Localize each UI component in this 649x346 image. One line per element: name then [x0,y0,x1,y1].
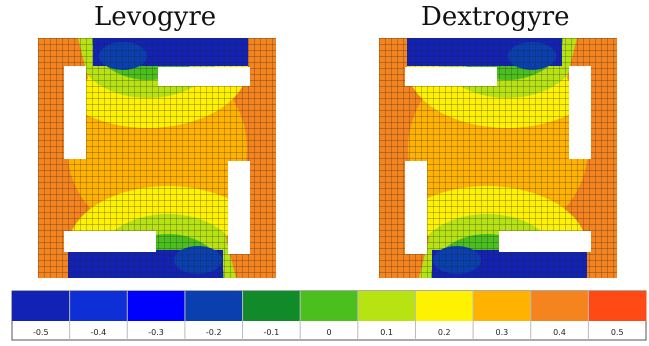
colorbar-tick-label: -0.1 [264,328,280,337]
colorbar-tick-label: 0.2 [438,328,451,337]
colorbar-tick-label: -0.3 [148,328,164,337]
dextrogyre-field-panel [379,38,617,278]
colorbar-tick-label: -0.4 [91,328,107,337]
colorbar-tick-label: 0 [326,328,331,337]
colorbar-swatch [12,291,71,321]
title-levogyre: Levogyre [94,2,217,32]
colorbar-swatch [184,291,244,321]
colorbar-tick-label: 0.4 [553,328,566,337]
colorbar-tick-label: 0.1 [380,328,393,337]
colorbar-swatch [69,291,128,321]
colorbar-tick-label: 0.5 [611,328,624,337]
colorbar-tick-label: 0.3 [496,328,509,337]
title-dextrogyre: Dextrogyre [421,2,570,32]
colorbar-swatch [357,291,416,321]
colorbar-swatch [588,291,647,321]
colorbar-swatch [473,291,532,321]
colorbar-tick-label: -0.2 [206,328,222,337]
colorbar-swatch [127,291,186,321]
levogyre-field-panel [38,38,276,278]
colorbar-swatch [530,291,589,321]
colorbar-swatch [242,291,301,321]
colorbar-tick-label: -0.5 [33,328,49,337]
colorbar-swatch [300,291,359,321]
colorbar-swatch [415,291,474,321]
color-scale-legend: -0.5 -0.4 -0.3 -0.2 -0.1 0 0.1 0.2 0.3 0.4 0.5 [11,290,647,342]
